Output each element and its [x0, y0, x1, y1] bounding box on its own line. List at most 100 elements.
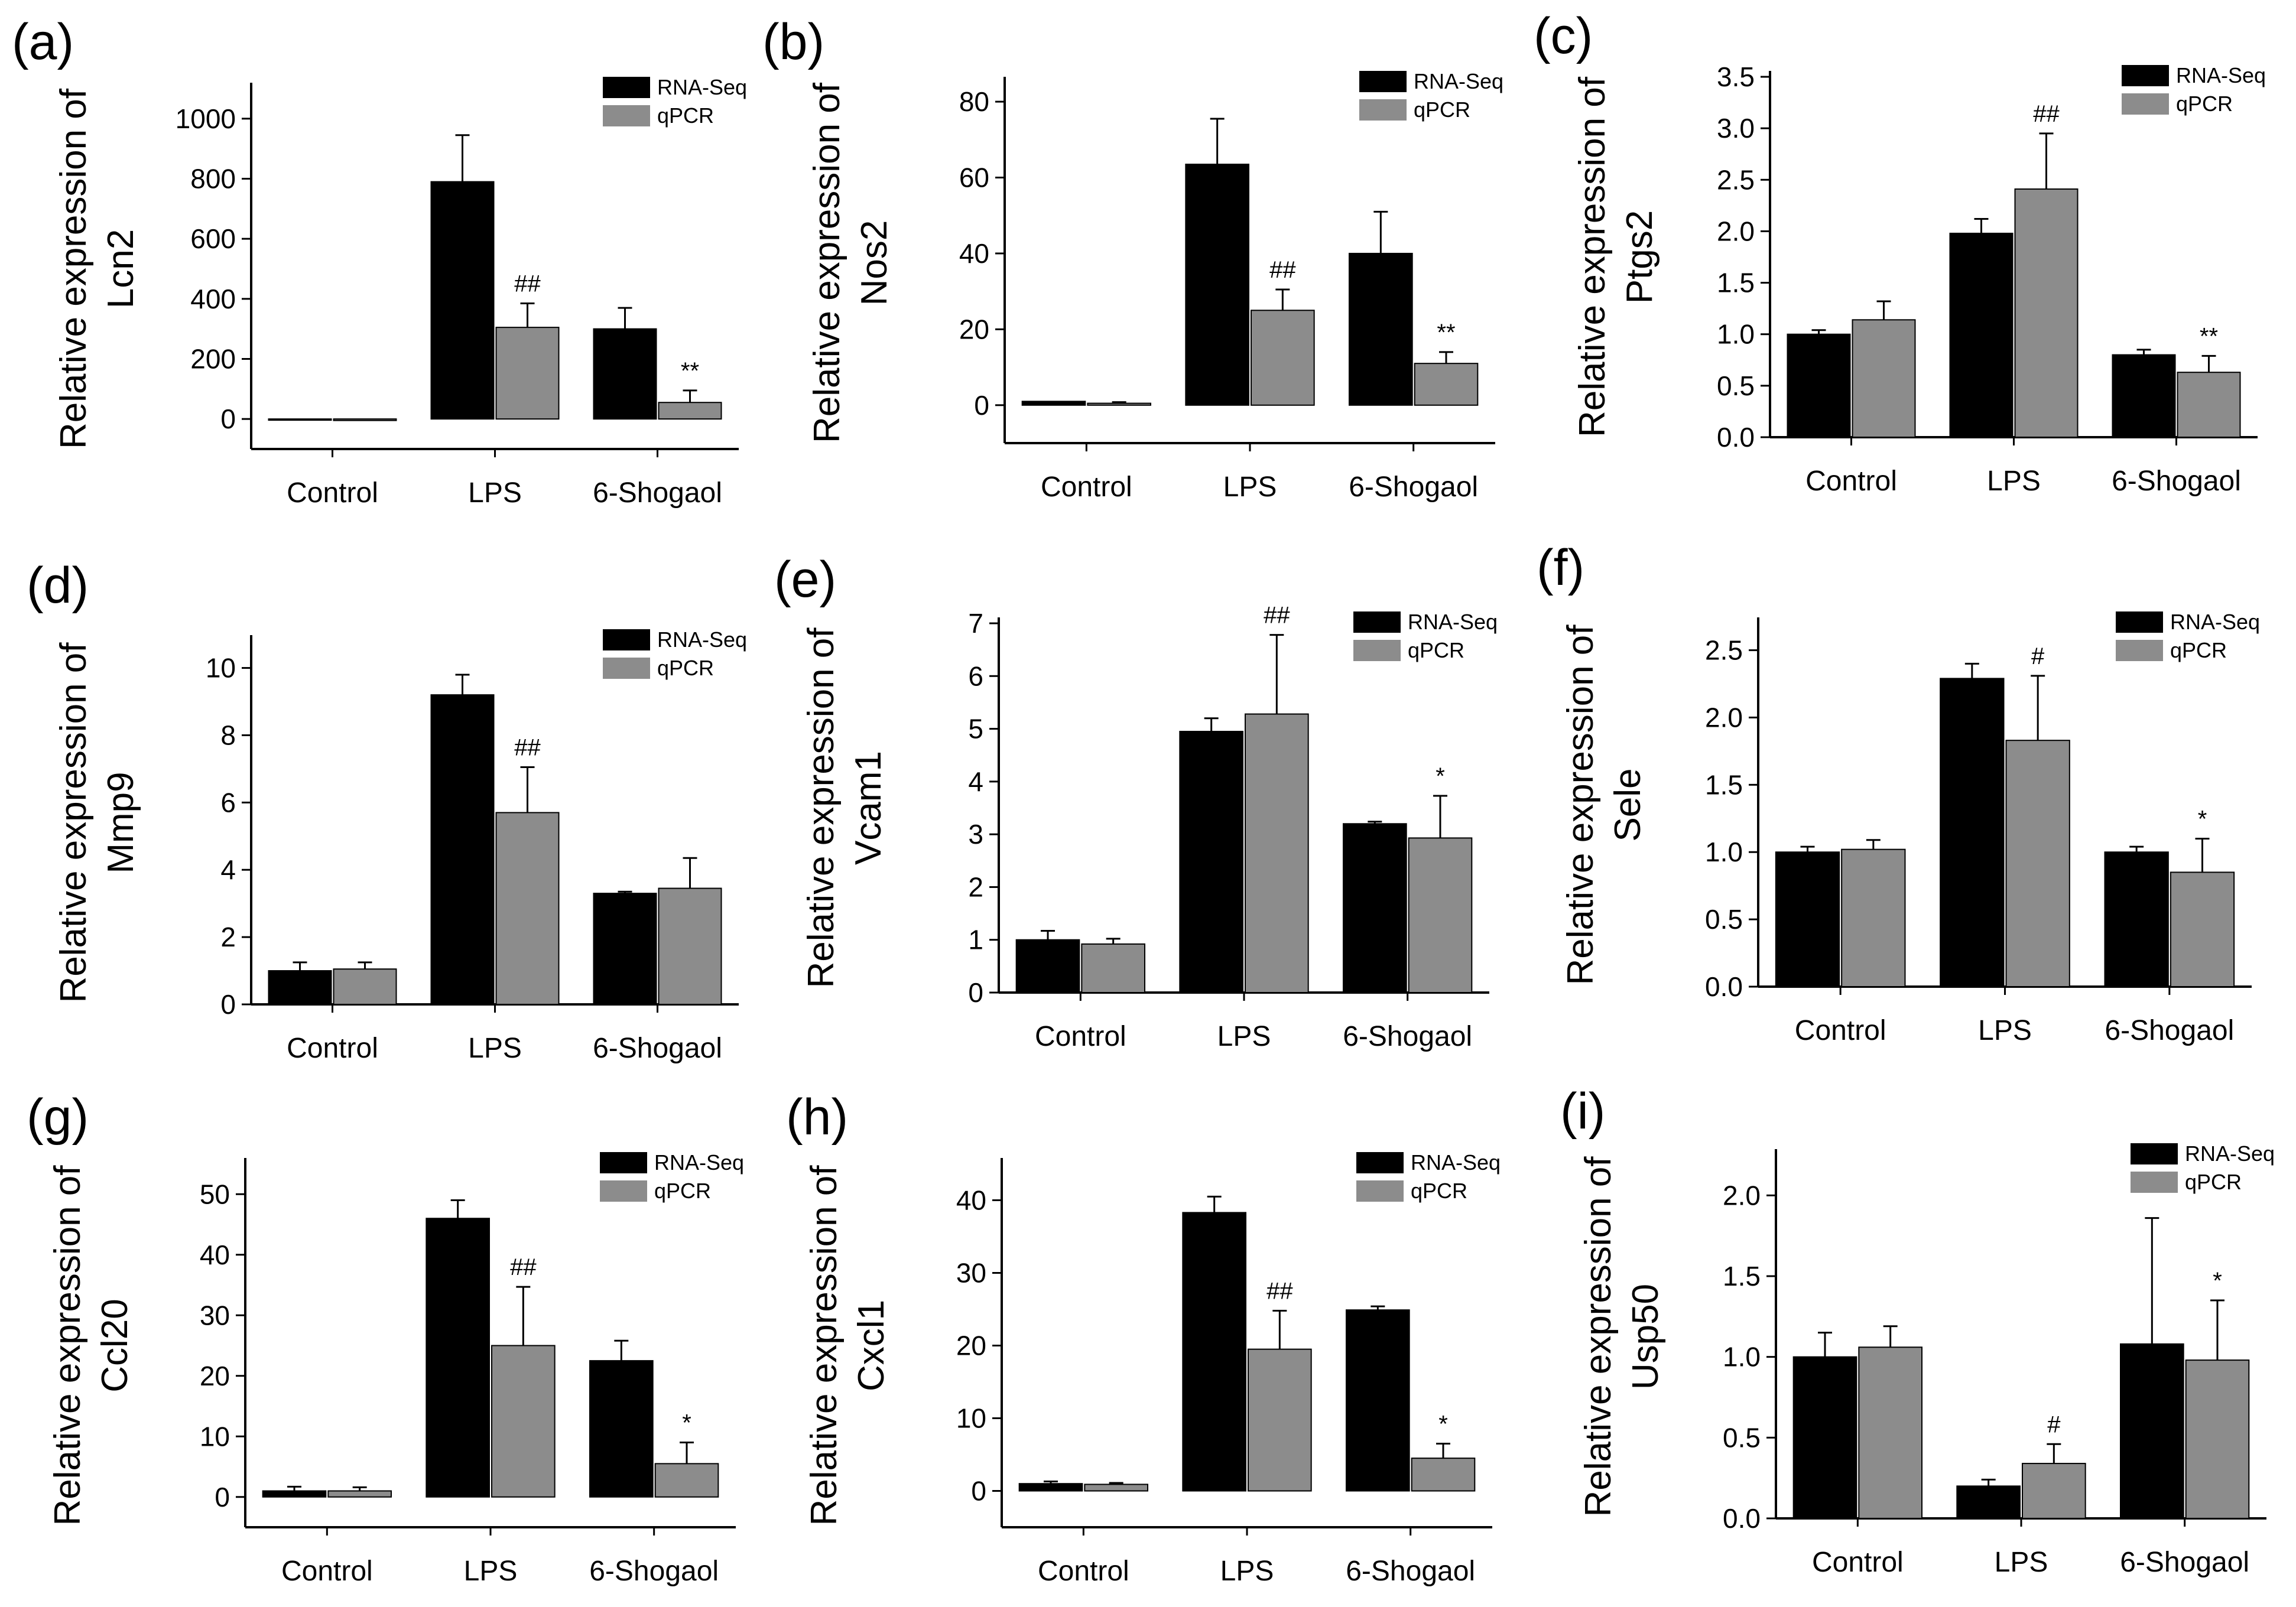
- y-tick-label: 20: [959, 314, 989, 344]
- x-category-label: LPS: [1978, 1015, 2032, 1046]
- x-category-label: Control: [287, 1033, 378, 1064]
- qpcr-bar-control: [333, 418, 397, 421]
- legend-label-qpcr: qPCR: [2185, 1170, 2242, 1194]
- x-category-label: Control: [281, 1556, 373, 1587]
- rna-seq-bar-control: [1787, 333, 1851, 438]
- x-category-label: 6-Shogaol: [2105, 1015, 2234, 1046]
- legend-swatch-qpcr: [1353, 640, 1401, 661]
- y-axis-label-gene: Vcam1: [848, 751, 889, 865]
- y-tick-label: 0: [215, 1482, 230, 1512]
- x-category-label: Control: [1038, 1556, 1129, 1587]
- chart-panel-f: (f) 0.0 0.5 1.0 1.5 2.0 2.5 Relative expression…: [1537, 539, 2260, 1046]
- x-category-label: Control: [287, 477, 378, 509]
- legend-swatch-rna-seq: [2116, 611, 2163, 633]
- qpcr-bar-6-shogaol: [1414, 363, 1479, 406]
- qpcr-bar-control: [1084, 1484, 1149, 1492]
- rna-seq-bar-lps: [1949, 232, 2014, 438]
- significance-marker: *: [1438, 1411, 1448, 1437]
- x-category-label: 6-Shogaol: [593, 477, 722, 509]
- panel-letter: (f): [1537, 539, 1584, 596]
- significance-marker: #: [2031, 643, 2045, 669]
- significance-marker: **: [681, 358, 699, 384]
- legend-swatch-qpcr: [2116, 640, 2163, 661]
- y-tick-label: 2.5: [1705, 635, 1743, 666]
- y-tick-label: 1.0: [1723, 1342, 1761, 1372]
- y-tick-label: 1: [968, 925, 983, 955]
- legend-swatch-qpcr: [600, 1180, 647, 1202]
- qpcr-bar-6-shogaol: [1408, 837, 1473, 993]
- rna-seq-bar-control: [1021, 401, 1086, 406]
- qpcr-bar-control: [1087, 402, 1152, 406]
- x-category-label: LPS: [1220, 1556, 1274, 1587]
- qpcr-bar-lps: [491, 1345, 556, 1498]
- legend-label-rna-seq: RNA-Seq: [2170, 610, 2260, 634]
- y-tick-label: 2: [968, 871, 983, 902]
- qpcr-bar-lps: [2014, 188, 2079, 438]
- y-tick-label: 40: [959, 238, 989, 269]
- x-category-label: 6-Shogaol: [2112, 466, 2241, 497]
- rna-seq-bar-6-shogaol: [593, 328, 657, 420]
- rna-seq-bar-6-shogaol: [2112, 354, 2176, 438]
- y-tick-label: 2.0: [1705, 702, 1743, 733]
- legend-swatch-rna-seq: [603, 629, 650, 650]
- x-category-label: Control: [1805, 466, 1897, 497]
- x-category-label: 6-Shogaol: [2120, 1547, 2249, 1578]
- x-category-label: 6-Shogaol: [1343, 1021, 1472, 1052]
- significance-marker: ##: [1264, 603, 1290, 629]
- panel-letter: (i): [1560, 1083, 1605, 1140]
- qpcr-bar-lps: [2005, 740, 2070, 987]
- y-tick-label: 2.5: [1717, 164, 1755, 195]
- y-tick-label: 1.0: [1705, 837, 1743, 867]
- y-tick-label: 6: [968, 661, 983, 691]
- y-tick-label: 1.5: [1705, 769, 1743, 800]
- x-category-label: 6-Shogaol: [1346, 1556, 1475, 1587]
- y-tick-label: 20: [956, 1331, 986, 1361]
- y-axis-label: Relative expression of: [53, 88, 94, 449]
- y-tick-label: 0: [971, 1476, 986, 1507]
- rna-seq-bar-6-shogaol: [2104, 851, 2169, 987]
- y-tick-label: 40: [956, 1185, 986, 1216]
- y-tick-label: 0: [968, 977, 983, 1008]
- y-tick-label: 30: [200, 1300, 230, 1331]
- legend-label-rna-seq: RNA-Seq: [654, 1150, 744, 1175]
- significance-marker: ##: [2033, 101, 2060, 127]
- rna-seq-bar-6-shogaol: [1349, 252, 1413, 406]
- y-tick-label: 7: [968, 608, 983, 639]
- legend-swatch-rna-seq: [603, 77, 650, 98]
- legend-label-qpcr: qPCR: [657, 656, 714, 680]
- y-tick-label: 20: [200, 1361, 230, 1391]
- x-category-label: LPS: [1987, 466, 2041, 497]
- significance-marker: ##: [510, 1254, 537, 1280]
- significance-marker: ##: [514, 735, 541, 761]
- y-tick-label: 200: [190, 344, 236, 375]
- significance-marker: *: [1436, 763, 1445, 789]
- panel-letter: (h): [786, 1089, 848, 1146]
- y-tick-label: 0.0: [1717, 422, 1755, 453]
- y-axis-label-gene: Ptgs2: [1619, 210, 1660, 304]
- y-tick-label: 10: [956, 1403, 986, 1434]
- legend-swatch-qpcr: [1356, 1180, 1404, 1202]
- y-tick-label: 2.0: [1717, 216, 1755, 246]
- qpcr-bar-lps: [495, 327, 560, 420]
- y-axis-label-gene: Ccl20: [95, 1299, 135, 1393]
- rna-seq-bar-lps: [430, 694, 495, 1005]
- qpcr-bar-control: [333, 968, 397, 1006]
- y-axis-label: Relative expression of: [801, 627, 842, 988]
- y-axis-label-gene: Nos2: [854, 220, 895, 306]
- chart-panel-a: (a) 0 200 400 600 800 1000 Relative expression …: [12, 14, 747, 509]
- significance-marker: *: [682, 1410, 691, 1436]
- qpcr-bar-control: [327, 1490, 392, 1498]
- y-tick-label: 0.5: [1717, 370, 1755, 401]
- x-category-label: Control: [1795, 1015, 1886, 1046]
- legend-label-qpcr: qPCR: [1408, 638, 1464, 662]
- chart-panel-d: (d) 0 2 4 6 8 10 Relative expression of Mmp9 Cont…: [27, 557, 747, 1064]
- rna-seq-bar-control: [1775, 851, 1840, 987]
- qpcr-bar-lps: [495, 812, 560, 1005]
- legend-label-rna-seq: RNA-Seq: [2185, 1141, 2275, 1166]
- significance-marker: ##: [514, 271, 541, 297]
- rna-seq-bar-6-shogaol: [1346, 1309, 1410, 1492]
- y-tick-label: 0: [220, 404, 236, 434]
- legend-label-rna-seq: RNA-Seq: [1408, 610, 1498, 634]
- y-axis-label-gene: Mmp9: [100, 772, 141, 873]
